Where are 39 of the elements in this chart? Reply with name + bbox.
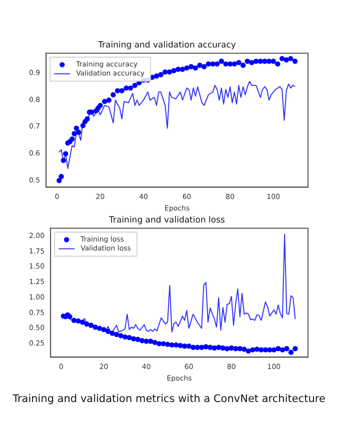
point bbox=[96, 326, 102, 331]
point bbox=[110, 330, 115, 336]
point bbox=[84, 321, 90, 327]
point bbox=[276, 346, 281, 352]
point bbox=[250, 347, 256, 352]
point bbox=[152, 340, 158, 346]
point bbox=[216, 344, 222, 350]
point bbox=[186, 344, 192, 349]
point bbox=[224, 346, 230, 352]
point bbox=[88, 322, 94, 328]
point bbox=[292, 346, 298, 352]
point bbox=[126, 334, 132, 340]
point bbox=[101, 326, 106, 332]
point bbox=[80, 320, 86, 325]
chart-title: Training and validation loss bbox=[108, 215, 226, 226]
point bbox=[130, 336, 136, 342]
point bbox=[148, 338, 154, 344]
point bbox=[284, 346, 290, 352]
point bbox=[199, 344, 204, 350]
point bbox=[122, 334, 128, 340]
point bbox=[267, 347, 272, 352]
point bbox=[92, 324, 98, 330]
point bbox=[105, 328, 111, 334]
point bbox=[182, 344, 188, 349]
point bbox=[164, 342, 170, 347]
point bbox=[156, 341, 162, 346]
point bbox=[139, 338, 145, 344]
point bbox=[246, 348, 252, 354]
point bbox=[190, 344, 196, 350]
point bbox=[135, 336, 140, 342]
point bbox=[76, 318, 81, 324]
point bbox=[174, 342, 179, 348]
point bbox=[258, 347, 264, 352]
point bbox=[114, 332, 120, 338]
point bbox=[242, 346, 247, 352]
text: Training and validation metrics with a ConvNet architecture bbox=[12, 393, 326, 405]
chart-title: Training and validation accuracy bbox=[97, 40, 236, 50]
point bbox=[208, 344, 213, 350]
point bbox=[288, 350, 294, 355]
